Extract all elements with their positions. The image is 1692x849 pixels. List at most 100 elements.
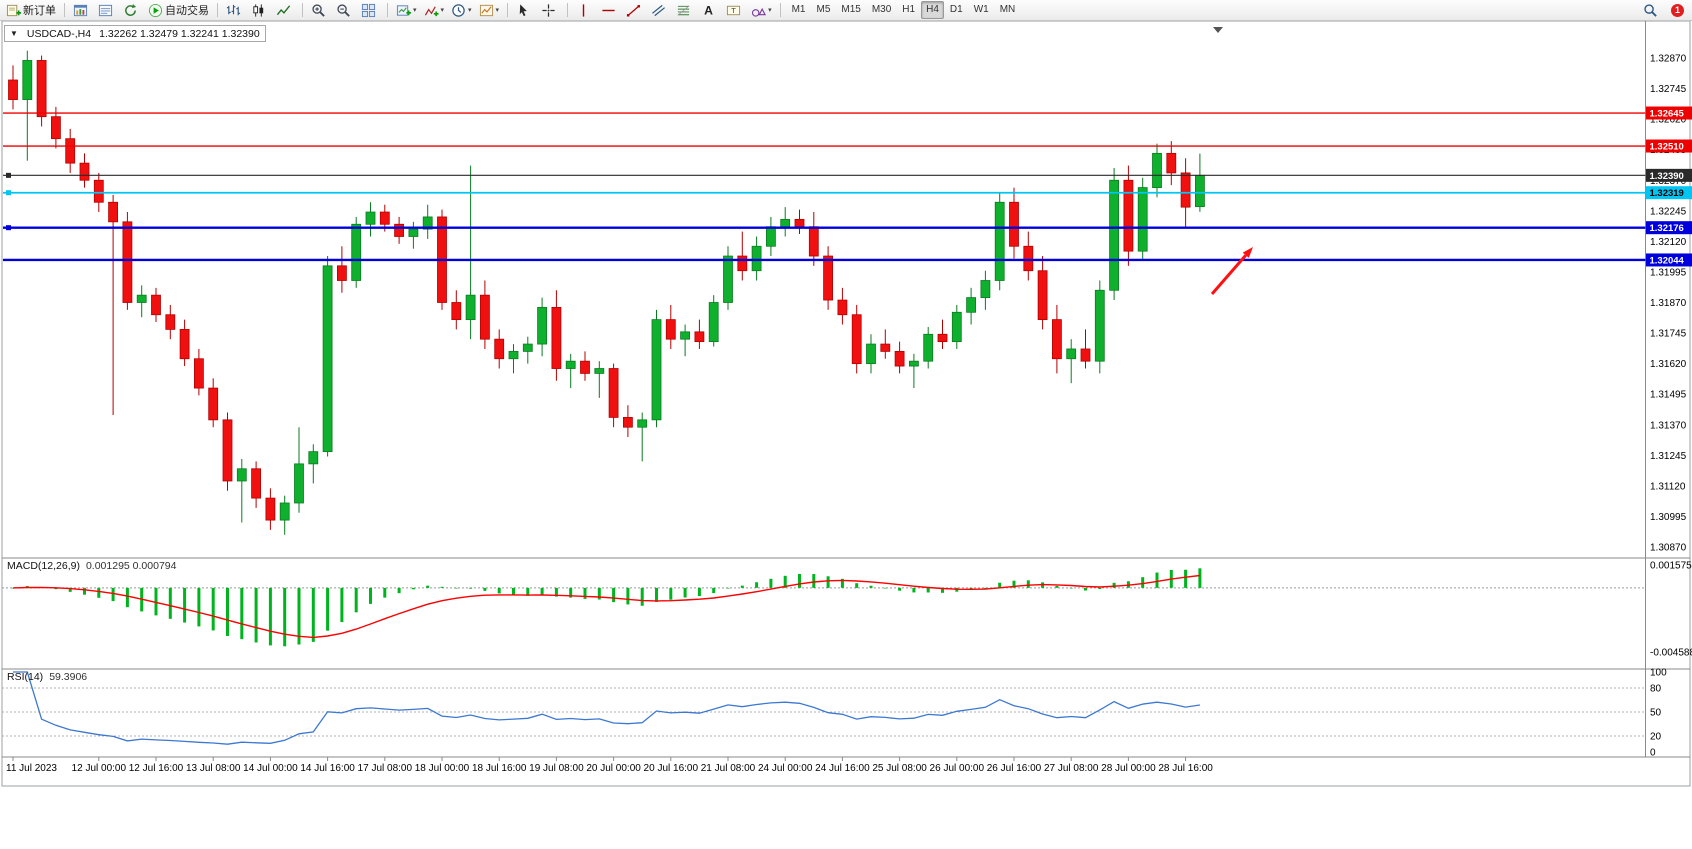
new-order-button[interactable]: 新订单 [3, 0, 59, 20]
candle [1052, 304, 1062, 374]
candle [708, 295, 719, 347]
macd-histogram-bar [697, 587, 701, 597]
macd-histogram-bar [583, 587, 587, 599]
svg-text:12 Jul 00:00: 12 Jul 00:00 [72, 763, 127, 774]
dropdown-caret-icon: ▾ [768, 6, 772, 14]
candlestick-chart-button[interactable] [248, 0, 272, 20]
line-chart-button[interactable] [273, 0, 297, 20]
level-cyan-handle[interactable] [6, 190, 11, 196]
trendline-button[interactable] [623, 0, 647, 20]
svg-text:1.31245: 1.31245 [1650, 451, 1687, 462]
candle [465, 165, 476, 340]
clock-icon [451, 3, 466, 18]
autotrading-button[interactable]: 自动交易 [145, 0, 212, 20]
macd-histogram-bar [1141, 577, 1145, 588]
notification-badge[interactable]: 1 [1671, 3, 1684, 17]
zoom-in-button[interactable] [308, 0, 332, 20]
mql5-refresh-button[interactable] [120, 0, 144, 20]
macd-histogram-bar [469, 587, 473, 589]
zoom-out-button[interactable] [333, 0, 357, 20]
candle [723, 246, 733, 310]
candle [294, 427, 304, 513]
candle [336, 246, 347, 293]
indicators-button[interactable]: ▾ [421, 0, 448, 20]
svg-text:20 Jul 00:00: 20 Jul 00:00 [586, 763, 641, 774]
macd-histogram-bar [812, 574, 816, 588]
current-price-handle[interactable] [6, 172, 11, 178]
timeframe-m30-button[interactable]: M30 [871, 4, 892, 15]
current-price-tag-text: 1.32390 [1650, 171, 1684, 182]
time-axis[interactable]: 11 Jul 2023 12 Jul 00:00 12 Jul 16:00 13 Ju… [6, 757, 1213, 774]
candle [694, 319, 705, 349]
candle [594, 361, 605, 398]
svg-text:-0.004588: -0.004588 [1650, 648, 1692, 659]
templates-button[interactable]: ▾ [476, 0, 503, 20]
arrows-objects-button[interactable]: ▾ [748, 0, 775, 20]
fibonacci-button[interactable] [673, 0, 697, 20]
tile-windows-button[interactable] [358, 0, 382, 20]
level-cyan-tag [1646, 186, 1692, 200]
candle [866, 334, 876, 374]
crosshair-button[interactable] [538, 0, 562, 20]
candle [1009, 187, 1019, 259]
linechart-icon [276, 3, 291, 18]
arrow-object[interactable] [1210, 247, 1253, 295]
macd-histogram-bar [1112, 582, 1116, 588]
timeframe-m15-button[interactable]: M15 [841, 4, 861, 15]
candle [136, 285, 147, 318]
svg-text:25 Jul 08:00: 25 Jul 08:00 [872, 763, 927, 774]
timeframe-d1-button[interactable]: D1 [949, 4, 963, 15]
chart-shift-marker[interactable] [1213, 27, 1223, 33]
macd-histogram-bar [426, 585, 430, 588]
timeframe-mn-button[interactable]: MN [999, 4, 1016, 15]
macd-histogram-bar [798, 573, 801, 588]
market-watch-button[interactable] [70, 0, 94, 20]
svg-text:20 Jul 16:00: 20 Jul 16:00 [644, 763, 699, 774]
macd-histogram-bar [197, 587, 201, 627]
toolbar: 新订单 自动交易 ▾ ▾ ▾ ▾ A T ▾ M1 M5 M15 M30 H1 H4 D1 W1 MN 1 [0, 0, 1692, 21]
macd-histogram-bar [769, 578, 773, 588]
one-click-trading-toggle[interactable]: ▼ [10, 29, 18, 38]
candle [451, 290, 462, 330]
macd-histogram-bar [297, 587, 301, 645]
candle [279, 495, 290, 535]
horizontal-line-button[interactable] [598, 0, 622, 20]
data-window-button[interactable] [95, 0, 119, 20]
play-icon [148, 3, 163, 18]
macd-name: MACD(12,26,9) [7, 560, 80, 572]
text-button[interactable]: A [698, 0, 722, 20]
macd-histogram-bar [512, 587, 515, 596]
rsi-value: 59.3906 [49, 671, 88, 683]
timeframe-w1-button[interactable]: W1 [973, 4, 989, 15]
macd-histogram-bar [755, 582, 759, 588]
channel-button[interactable] [648, 0, 672, 20]
periods-button[interactable]: ▾ [448, 0, 475, 20]
svg-text:1.31495: 1.31495 [1650, 390, 1687, 401]
vertical-line-button[interactable] [573, 0, 597, 20]
candle [1123, 165, 1134, 266]
bar-chart-button[interactable] [223, 0, 247, 20]
timeframe-h4-button[interactable]: H4 [921, 1, 944, 19]
symbol-search-button[interactable] [1640, 0, 1664, 20]
macd-histogram-bar [168, 587, 172, 619]
timeframe-h1-button[interactable]: H1 [902, 4, 916, 15]
toolbar-separator [507, 3, 509, 17]
candle [880, 329, 891, 359]
timeframe-m5-button[interactable]: M5 [816, 4, 831, 15]
trend-icon [626, 3, 641, 18]
refresh-icon [123, 3, 138, 18]
svg-text:1.30870: 1.30870 [1650, 543, 1687, 554]
macd-values: 0.001295 0.000794 [85, 560, 177, 572]
timeframe-m1-button[interactable]: M1 [791, 4, 806, 15]
candle [408, 221, 419, 249]
macd-histogram-bar [454, 587, 458, 589]
text-label-button[interactable]: T [723, 0, 747, 20]
support-upper-handle[interactable] [6, 225, 11, 231]
svg-text:27 Jul 08:00: 27 Jul 08:00 [1044, 763, 1099, 774]
cursor-button[interactable] [513, 0, 537, 20]
macd-histogram-bar [383, 587, 387, 598]
svg-text:1.31870: 1.31870 [1650, 298, 1687, 309]
new-chart-button[interactable]: ▾ [393, 0, 420, 20]
search-icon [1643, 3, 1658, 18]
support-upper-tag-text: 1.32176 [1650, 223, 1684, 234]
